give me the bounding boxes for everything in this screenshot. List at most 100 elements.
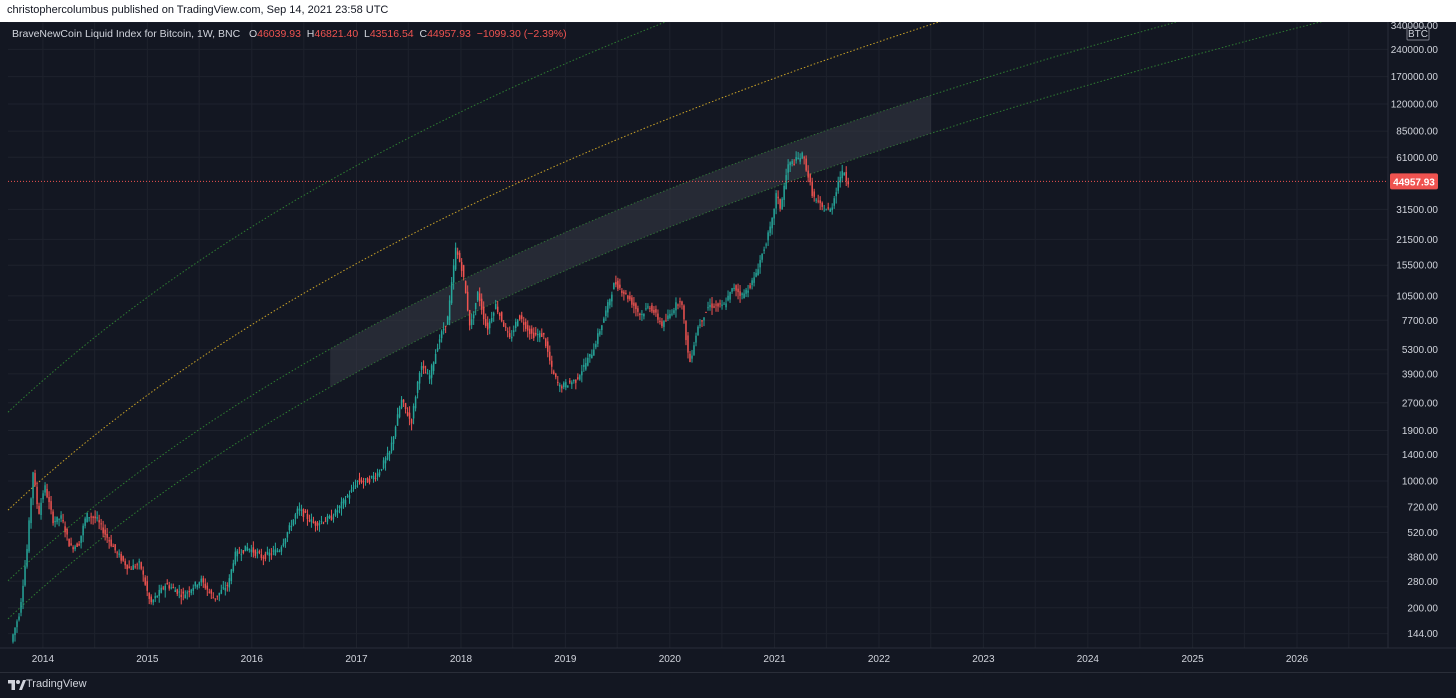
candle-body [402, 399, 405, 403]
candle-body [12, 634, 14, 642]
candle-body [695, 335, 697, 343]
open-value: 46039.93 [257, 28, 301, 40]
candle-body [615, 281, 617, 285]
candle-body [144, 577, 146, 585]
candle-body [374, 477, 377, 479]
candle-body [587, 357, 589, 366]
candle-body [529, 328, 531, 335]
candle-body [170, 587, 172, 589]
candle-body [739, 291, 741, 296]
close-value: 44957.93 [427, 28, 471, 40]
candle-body [559, 384, 561, 387]
candle-body [510, 336, 513, 339]
candle-body [186, 592, 189, 594]
candle-body [500, 312, 503, 322]
candle-body [174, 590, 176, 593]
candle-body [86, 512, 88, 523]
price-chart[interactable]: 240000.00 170000.00 120000.00 85000.00 61000… [0, 22, 1456, 672]
x-tick-label: 2022 [868, 654, 891, 665]
currency-label: BTC [1408, 29, 1428, 40]
candle-body [527, 325, 529, 331]
candle-body [539, 332, 541, 338]
candle-body [557, 381, 559, 383]
y-tick-label: 15500.00 [1396, 261, 1438, 272]
candle-body [531, 328, 533, 334]
candle-body [508, 333, 511, 338]
candle-body [140, 562, 142, 569]
candle-body [545, 338, 547, 347]
candle-body [390, 442, 393, 452]
candle-body [803, 157, 805, 159]
y-tick-label: 1000.00 [1402, 477, 1439, 488]
candle-body [476, 291, 479, 301]
candle-body [416, 381, 419, 393]
footer-brand[interactable]: TradingView [26, 678, 87, 690]
y-tick-label: 1400.00 [1402, 450, 1439, 461]
candle-body [422, 365, 425, 369]
candle-body [156, 595, 158, 598]
candle-body [280, 547, 283, 552]
candle-body [40, 502, 42, 516]
candle-body [356, 480, 359, 483]
candle-body [414, 397, 417, 409]
candle-body [270, 553, 273, 555]
tradingview-logo-icon[interactable] [8, 678, 26, 692]
candle-body [114, 544, 116, 551]
candle-body [705, 312, 707, 314]
candle-body [364, 478, 367, 480]
candle-body [735, 285, 737, 291]
x-tick-label: 2015 [136, 654, 159, 665]
candle-body [302, 509, 305, 518]
candle-body [645, 308, 647, 310]
candle-body [96, 517, 98, 519]
candle-body [785, 175, 787, 190]
candle-body [354, 485, 357, 487]
candle-body [60, 515, 62, 519]
last-price-label: 44957.93 [1393, 177, 1435, 188]
candle-body [472, 314, 475, 319]
candle-body [725, 303, 727, 308]
candle-body [577, 377, 579, 379]
candle-body [787, 164, 789, 173]
candle-body [811, 182, 813, 196]
candle-body [494, 303, 497, 310]
candle-body [721, 304, 723, 306]
candle-body [246, 547, 249, 551]
candle-body [486, 322, 489, 330]
candle-body [410, 419, 413, 424]
candle-body [78, 543, 80, 546]
candle-body [376, 473, 379, 477]
candle-body [823, 210, 825, 212]
x-tick-label: 2014 [32, 654, 55, 665]
y-tick-label: 380.00 [1407, 553, 1438, 564]
chart-area[interactable]: 240000.00 170000.00 120000.00 85000.00 61000… [0, 22, 1456, 672]
candle-body [274, 549, 277, 556]
candle-body [116, 552, 118, 554]
candle-body [741, 293, 743, 295]
y-tick-label: 61000.00 [1396, 153, 1438, 164]
candle-body [386, 452, 389, 460]
symbol-title: BraveNewCoin Liquid Index for Bitcoin, 1… [12, 28, 241, 40]
candle-body [657, 313, 659, 320]
y-tick-label: 200.00 [1407, 603, 1438, 614]
candle-body [266, 551, 269, 554]
candle-body [807, 170, 809, 178]
candle-body [218, 592, 221, 596]
candle-body [308, 520, 311, 522]
candle-body [731, 288, 733, 292]
candle-body [272, 550, 275, 552]
y-tick-label: 7700.00 [1402, 316, 1439, 327]
candle-body [70, 543, 72, 546]
candle-body [671, 313, 673, 315]
candle-body [220, 589, 223, 594]
candle-body [514, 321, 517, 329]
y-tick-label: 144.00 [1407, 629, 1438, 640]
candle-body [462, 265, 465, 278]
candle-body [58, 518, 60, 520]
candle-body [384, 458, 387, 464]
candle-body [132, 565, 134, 570]
candle-body [408, 412, 411, 419]
candle-body [617, 280, 619, 289]
candle-body [797, 157, 799, 160]
candle-body [801, 152, 803, 159]
